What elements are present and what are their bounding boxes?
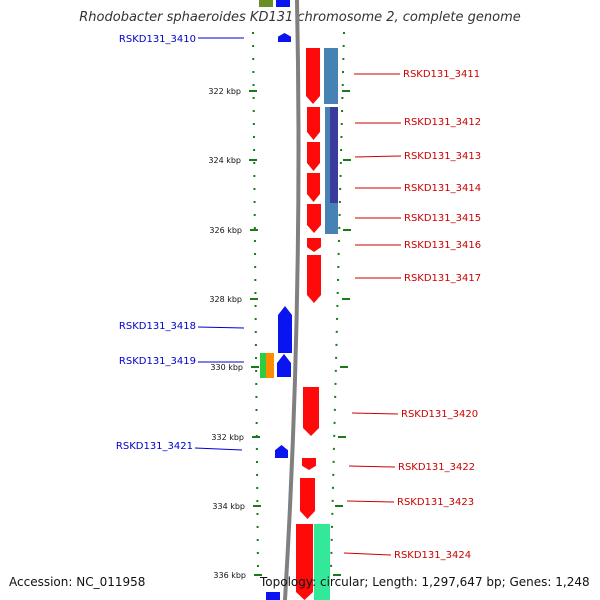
reverse-gene-arrow bbox=[275, 445, 288, 458]
inner-dotted-ring bbox=[252, 31, 259, 571]
feature-block-layer bbox=[260, 48, 338, 600]
gene-label[interactable]: RSKD131_3423 bbox=[397, 497, 474, 508]
domain-block bbox=[266, 353, 274, 378]
gene-label[interactable]: RSKD131_3422 bbox=[398, 462, 475, 473]
tick-label: 336 kbp bbox=[213, 571, 246, 580]
label-connector bbox=[343, 552, 392, 556]
tick-label: 334 kbp bbox=[212, 502, 245, 511]
forward-gene-arrow bbox=[307, 238, 321, 252]
gene-label[interactable]: RSKD131_3414 bbox=[404, 183, 481, 194]
forward-gene-arrow bbox=[307, 142, 320, 171]
accession-text: Accession: NC_011958 bbox=[9, 575, 146, 589]
bottom-blue-block bbox=[266, 592, 280, 600]
reverse-gene-arrow bbox=[277, 354, 291, 377]
forward-gene-arrow bbox=[296, 524, 313, 600]
gene-layer bbox=[275, 33, 321, 600]
tick-label: 330 kbp bbox=[210, 363, 243, 372]
forward-gene-arrow bbox=[302, 458, 316, 470]
tick-label: 322 kbp bbox=[208, 87, 241, 96]
label-connector bbox=[348, 465, 396, 468]
reverse-gene-arrow bbox=[278, 306, 292, 353]
topology-text: Topology: circular; Length: 1,297,647 bp… bbox=[260, 575, 590, 589]
gene-label[interactable]: RSKD131_3419 bbox=[119, 356, 196, 367]
tick-label: 332 kbp bbox=[211, 433, 244, 442]
label-connector bbox=[354, 155, 402, 158]
gene-label[interactable]: RSKD131_3421 bbox=[116, 441, 193, 452]
tick-label: 324 kbp bbox=[208, 156, 241, 165]
forward-gene-arrow bbox=[307, 204, 321, 233]
domain-block bbox=[260, 353, 266, 378]
map-title: Rhodobacter sphaeroides KD131 chromosome… bbox=[79, 10, 521, 25]
tick-layer: 322 kbp 324 kbp 326 kbp 328 kbp 330 kbp 332 k… bbox=[208, 87, 351, 580]
forward-gene-arrow bbox=[307, 173, 320, 202]
gene-label[interactable]: RSKD131_3424 bbox=[394, 550, 471, 561]
domain-block bbox=[324, 48, 338, 104]
domain-block bbox=[330, 107, 338, 203]
gene-label-layer: RSKD131_3410 RSKD131_3418 RSKD131_3419 RSKD… bbox=[116, 34, 481, 561]
gene-label[interactable]: RSKD131_3412 bbox=[404, 117, 481, 128]
genome-backbone bbox=[283, 0, 301, 600]
domain-block bbox=[314, 524, 330, 600]
gene-label[interactable]: RSKD131_3415 bbox=[404, 213, 481, 224]
tick-label: 326 kbp bbox=[209, 226, 242, 235]
tick-label: 328 kbp bbox=[209, 295, 242, 304]
gene-label[interactable]: RSKD131_3411 bbox=[403, 69, 480, 80]
reverse-gene-arrow bbox=[278, 33, 291, 42]
label-connector bbox=[197, 326, 245, 329]
forward-gene-arrow bbox=[306, 48, 320, 104]
forward-gene-arrow bbox=[307, 107, 320, 140]
label-connector bbox=[194, 447, 243, 451]
gene-label[interactable]: RSKD131_3413 bbox=[404, 151, 481, 162]
gene-label[interactable]: RSKD131_3420 bbox=[401, 409, 478, 420]
top-blue-block bbox=[276, 0, 290, 7]
gene-label[interactable]: RSKD131_3417 bbox=[404, 273, 481, 284]
gene-label[interactable]: RSKD131_3418 bbox=[119, 321, 196, 332]
label-connector bbox=[351, 412, 399, 415]
label-connector bbox=[346, 500, 395, 503]
forward-gene-arrow bbox=[307, 255, 321, 303]
forward-gene-arrow bbox=[300, 478, 315, 519]
forward-gene-arrow bbox=[303, 387, 319, 436]
gene-label[interactable]: RSKD131_3410 bbox=[119, 34, 196, 45]
top-olive-block bbox=[259, 0, 273, 7]
gene-label[interactable]: RSKD131_3416 bbox=[404, 240, 481, 251]
